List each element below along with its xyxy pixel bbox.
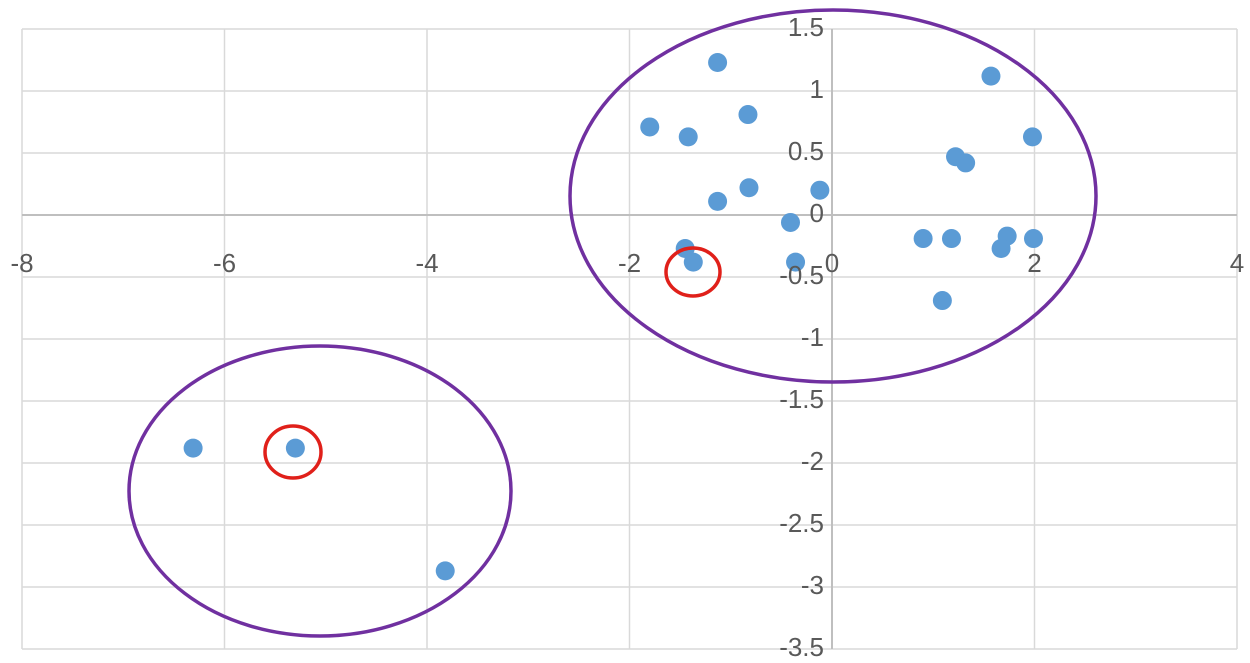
cluster-ellipse [568, 8, 1098, 384]
point [435, 561, 455, 581]
x-tick-label: -4 [415, 248, 438, 278]
y-tick-label: -2.5 [779, 508, 824, 538]
point [678, 127, 698, 147]
grid [21, 28, 1238, 650]
y-tick-label: 1.5 [788, 12, 824, 42]
cluster-ellipse [127, 344, 513, 638]
x-tick-label: -2 [618, 248, 641, 278]
point [708, 191, 728, 211]
y-tick-label: 0.5 [788, 136, 824, 166]
point [913, 229, 933, 249]
point [640, 117, 660, 137]
x-tick-label: 4 [1230, 248, 1244, 278]
point [183, 438, 203, 458]
labels: -3.5-3-2.5-2-1.5-1-0.500.511.5-8 -6 -4 -2 0 2… [10, 12, 1244, 662]
point [738, 105, 758, 125]
point [739, 178, 759, 198]
axes [22, 29, 1237, 649]
point [1022, 127, 1042, 147]
point [956, 153, 976, 173]
point [780, 212, 800, 232]
y-tick-label: -1.5 [779, 384, 824, 414]
y-tick-label: 1 [810, 74, 824, 104]
point [285, 438, 305, 458]
y-tick-label: -1 [801, 322, 824, 352]
x-tick-label: 2 [1027, 248, 1041, 278]
x-tick-label: -6 [213, 248, 236, 278]
y-tick-label: 0 [810, 198, 824, 228]
point [981, 66, 1001, 86]
point [810, 180, 830, 200]
points [183, 52, 1043, 581]
point [932, 291, 952, 311]
x-tick-label: -8 [10, 248, 33, 278]
y-tick-label: -0.5 [779, 260, 824, 290]
highlight-circle [263, 424, 323, 480]
point [1023, 229, 1043, 249]
y-tick-label: -2 [801, 446, 824, 476]
point [683, 252, 703, 272]
y-tick-label: -3 [801, 570, 824, 600]
x-tick-label: 0 [825, 248, 839, 278]
y-tick-label: -3.5 [779, 632, 824, 662]
point [991, 238, 1011, 258]
point [708, 52, 728, 72]
highlight-circle [664, 246, 722, 298]
point [786, 252, 806, 272]
point [941, 229, 961, 249]
